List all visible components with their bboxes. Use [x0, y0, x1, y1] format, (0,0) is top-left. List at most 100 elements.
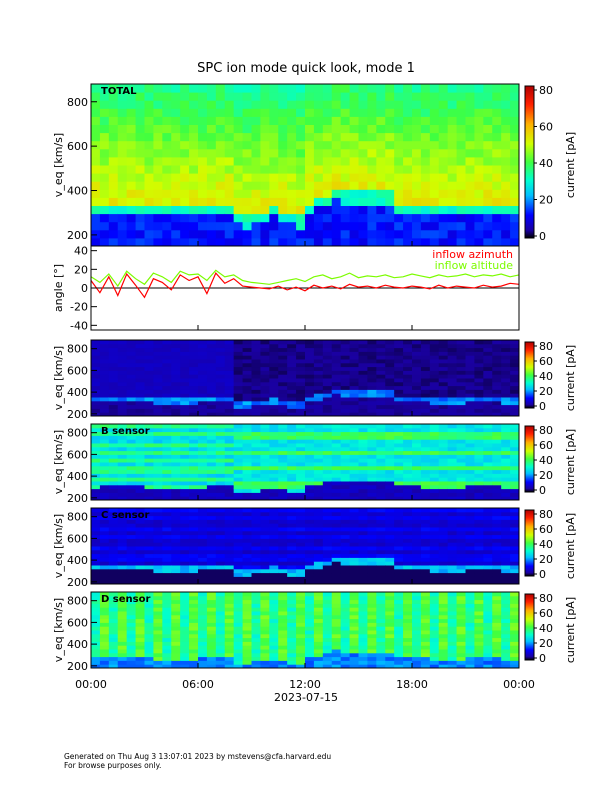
heatmap-cell — [224, 572, 235, 577]
heatmap-cell — [171, 652, 181, 658]
heatmap-cell — [91, 458, 101, 463]
heatmap-cell — [340, 450, 351, 455]
heatmap-cell — [162, 165, 172, 174]
heatmap-cell — [287, 92, 297, 101]
heatmap-cell — [510, 148, 520, 158]
heatmap-cell — [171, 618, 181, 623]
heatmap-cell — [198, 607, 208, 612]
heatmap-cell — [91, 630, 101, 635]
heatmap-cell — [189, 652, 199, 658]
heatmap-cell — [108, 557, 119, 562]
heatmap-cell — [349, 549, 359, 555]
heatmap-cell — [260, 553, 270, 558]
heatmap-cell — [126, 378, 137, 383]
heatmap-cell — [269, 458, 279, 463]
heatmap-cell — [403, 408, 413, 413]
heatmap-cell — [135, 412, 145, 417]
heatmap-cell — [233, 450, 244, 455]
heatmap-cell — [242, 412, 252, 417]
heatmap-cell — [483, 511, 493, 517]
heatmap-cell — [340, 465, 351, 471]
heatmap-cell — [180, 553, 190, 558]
heatmap-cell — [358, 374, 368, 379]
heatmap-cell — [108, 530, 119, 536]
heatmap-cell — [474, 381, 484, 387]
heatmap-cell — [403, 465, 413, 471]
heatmap-cell — [456, 370, 466, 375]
colorbar-tick-label: 0 — [539, 230, 546, 243]
heatmap-cell — [465, 92, 475, 101]
heatmap-cell — [278, 515, 288, 520]
heatmap-cell — [438, 92, 449, 101]
heatmap-cell — [206, 549, 217, 555]
heatmap-cell — [91, 454, 101, 459]
heatmap-cell — [126, 664, 137, 669]
heatmap-cell — [135, 132, 145, 142]
heatmap-cell — [224, 213, 235, 223]
heatmap-cell — [376, 443, 386, 448]
heatmap-cell — [376, 458, 386, 463]
heatmap-cell — [215, 393, 226, 398]
heatmap-cell — [412, 340, 422, 345]
heatmap-cell — [483, 637, 493, 642]
heatmap-cell — [189, 205, 199, 215]
heatmap-cell — [99, 458, 110, 463]
heatmap-cell — [501, 595, 511, 601]
heatmap-cell — [233, 100, 244, 109]
heatmap-cell — [313, 359, 324, 364]
heatmap-cell — [162, 351, 172, 356]
heatmap-cell — [349, 492, 359, 497]
heatmap-cell — [305, 492, 315, 497]
heatmap-cell — [322, 393, 333, 398]
heatmap-cell — [447, 213, 458, 223]
heatmap-cell — [135, 197, 145, 206]
heatmap-cell — [385, 576, 395, 581]
heatmap-cell — [162, 492, 172, 497]
heatmap-cell — [287, 614, 297, 620]
heatmap-cell — [224, 237, 235, 247]
heatmap-cell — [117, 469, 128, 474]
heatmap-cell — [438, 568, 449, 574]
heatmap-cell — [287, 424, 297, 429]
heatmap-cell — [474, 366, 484, 371]
heatmap-cell — [483, 431, 493, 436]
heatmap-cell — [278, 630, 288, 635]
heatmap-cell — [394, 660, 404, 665]
heatmap-cell — [492, 656, 502, 661]
heatmap-cell — [215, 397, 226, 402]
heatmap-cell — [117, 156, 128, 166]
heatmap-cell — [412, 435, 422, 440]
heatmap-cell — [483, 488, 493, 493]
heatmap-cell — [117, 546, 128, 551]
heatmap-cell — [242, 435, 252, 440]
heatmap-cell — [403, 618, 413, 623]
heatmap-cell — [456, 484, 466, 490]
heatmap-cell — [224, 424, 235, 429]
heatmap-cell — [313, 611, 324, 616]
heatmap-cell — [501, 622, 511, 627]
heatmap-cell — [180, 542, 190, 547]
heatmap-cell — [492, 641, 502, 646]
heatmap-cell — [233, 553, 244, 558]
heatmap-cell — [510, 100, 520, 109]
heatmap-cell — [385, 427, 395, 433]
heatmap-cell — [465, 561, 475, 566]
heatmap-cell — [117, 454, 128, 459]
heatmap-cell — [108, 362, 119, 368]
heatmap-cell — [358, 511, 368, 517]
heatmap-cell — [331, 205, 342, 215]
heatmap-cell — [198, 108, 208, 117]
heatmap-cell — [429, 351, 440, 356]
heatmap-cell — [233, 538, 244, 543]
heatmap-cell — [501, 181, 511, 190]
heatmap-cell — [91, 553, 101, 558]
heatmap-cell — [189, 378, 199, 383]
heatmap-cell — [447, 427, 458, 433]
heatmap-cell — [492, 213, 502, 223]
heatmap-cell — [474, 660, 484, 665]
heatmap-cell — [99, 572, 110, 577]
colorbar — [524, 425, 535, 493]
heatmap-cell — [126, 108, 137, 117]
heatmap-cell — [465, 213, 475, 223]
heatmap-cell — [403, 458, 413, 463]
